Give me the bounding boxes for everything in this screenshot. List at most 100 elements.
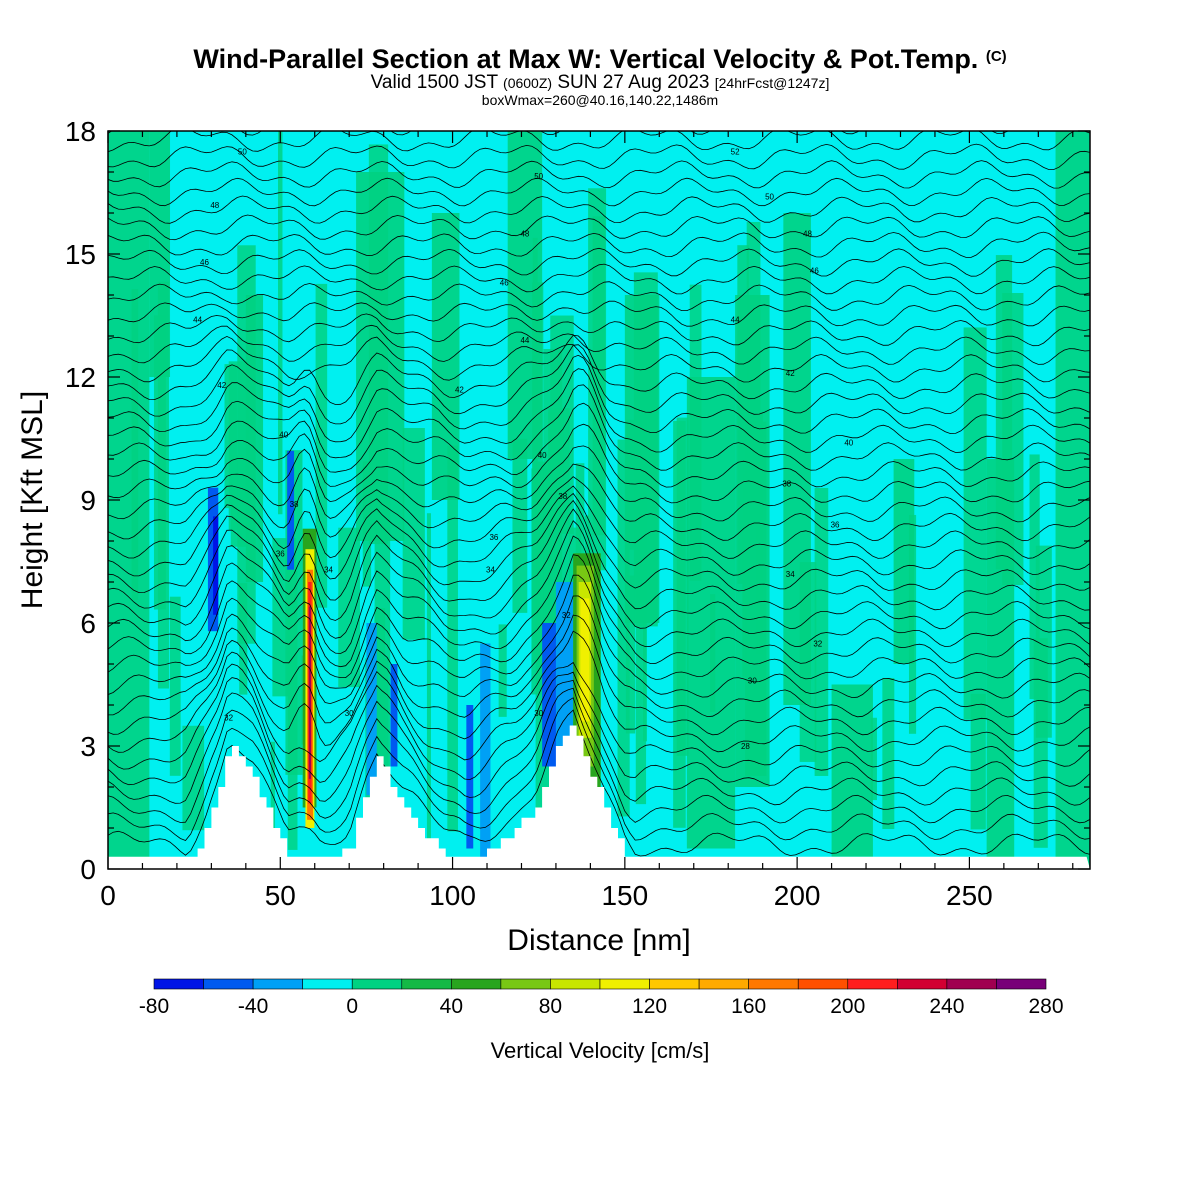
velocity-patch (498, 624, 507, 717)
theta-contour (108, 131, 1090, 153)
y-tick-label: 6 (80, 608, 96, 639)
velocity-patch (169, 596, 181, 776)
theta-contour (108, 492, 1090, 601)
colorbar-swatch (302, 978, 353, 990)
velocity-patch (338, 527, 360, 688)
colorbar-swatch (252, 978, 303, 990)
colorbar-swatch (996, 978, 1047, 990)
contour-label: 48 (520, 230, 529, 239)
colorbar-label: 240 (929, 995, 964, 1018)
theta-contour (108, 535, 1090, 668)
velocity-patch (245, 295, 264, 582)
velocity-patch (735, 295, 770, 787)
velocity-patch (635, 468, 647, 805)
colorbar-swatch (203, 978, 254, 990)
velocity-patch (466, 705, 474, 849)
colorbar-swatch (649, 978, 700, 990)
copyright-mark: (C) (985, 48, 1007, 65)
velocity-patch (548, 412, 564, 529)
theta-contour (108, 247, 1090, 277)
x-tick-label: 100 (429, 880, 476, 911)
theta-contour (108, 231, 1090, 258)
theta-contour (108, 300, 1090, 327)
velocity-patch (555, 582, 574, 746)
colorbar-swatch (748, 978, 799, 990)
theta-contour (108, 143, 1090, 170)
theta-contour (108, 508, 1090, 639)
velocity-patch (893, 459, 915, 664)
velocity-patch (814, 487, 829, 776)
contour-label: 34 (786, 570, 795, 579)
contour-label: 44 (193, 316, 202, 325)
theta-contour (108, 476, 1090, 559)
forecast-info: [24hrFcst@1247z] (714, 75, 830, 91)
y-axis-title: Height [Kft MSL] (16, 391, 49, 609)
theta-contour (108, 614, 1090, 736)
theta-contour (108, 671, 1090, 787)
colorbar-swatch (451, 978, 502, 990)
y-tick-label: 15 (65, 239, 96, 270)
contour-label: 46 (200, 258, 209, 267)
contour-label: 44 (520, 336, 529, 345)
velocity-patch (783, 213, 811, 705)
contour-label: 30 (748, 676, 757, 685)
contour-label: 34 (324, 566, 333, 575)
velocity-patch (308, 606, 311, 779)
velocity-patch (426, 513, 431, 839)
colorbar-swatch (797, 978, 849, 990)
colorbar-swatch (599, 978, 650, 990)
velocity-patch (270, 741, 275, 831)
velocity-patch (625, 575, 636, 734)
contour-label: 48 (803, 230, 812, 239)
y-tick-label: 18 (65, 116, 96, 147)
theta-contours (108, 131, 1090, 857)
colorbar-swatch (550, 978, 601, 990)
contour-label: 42 (786, 369, 795, 378)
contour-label: 50 (765, 193, 774, 202)
velocity-patch (986, 459, 1015, 869)
colorbar-swatch (500, 978, 551, 990)
x-tick-label: 0 (100, 880, 116, 911)
theta-contour (108, 423, 1090, 504)
velocity-patch (356, 172, 405, 541)
velocity-patch (213, 516, 219, 615)
contour-label: 50 (238, 148, 247, 157)
theta-contour (108, 630, 1090, 753)
colorbar: -80 -40 0 40 80 120 160 200 240 280 (139, 978, 1064, 1018)
theta-contour (108, 402, 1090, 488)
y-tick-label: 9 (80, 485, 96, 516)
theta-contour (108, 687, 1090, 824)
velocity-patch (182, 725, 205, 831)
colorbar-label: 0 (346, 995, 358, 1018)
contour-label: 46 (500, 279, 509, 288)
contour-label: 38 (290, 500, 299, 509)
velocity-patch (402, 428, 425, 640)
contour-label: 30 (534, 709, 543, 718)
contour-label: 36 (831, 521, 840, 530)
theta-contour (108, 595, 1090, 718)
contour-label: 32 (224, 713, 233, 722)
contour-label: 48 (210, 201, 219, 210)
colorbar-label: 160 (731, 995, 766, 1018)
valid-time: Valid 1500 JST (370, 72, 498, 93)
theta-contour (108, 313, 1090, 347)
contour-label: 52 (731, 148, 740, 157)
theta-contour (108, 445, 1090, 523)
theta-contour (108, 679, 1090, 806)
theta-contour (108, 195, 1090, 224)
velocity-patch (624, 295, 660, 623)
theta-contour (108, 281, 1090, 311)
velocity-patch (870, 717, 877, 801)
theta-contour (108, 177, 1090, 207)
contour-label: 44 (731, 316, 740, 325)
x-axis: 0 50 100 150 200 250 (100, 131, 1074, 911)
colorbar-swatch (897, 978, 948, 990)
theta-contour (108, 324, 1090, 365)
colorbar-label: -80 (139, 995, 169, 1018)
x-axis-title: Distance [nm] (507, 924, 690, 957)
y-tick-label: 0 (80, 854, 96, 885)
colorbar-label: 120 (632, 995, 667, 1018)
contour-label: 38 (558, 492, 567, 501)
chart-subtitle: Valid 1500 JST (0600Z) SUN 27 Aug 2023 [… (0, 72, 1200, 94)
